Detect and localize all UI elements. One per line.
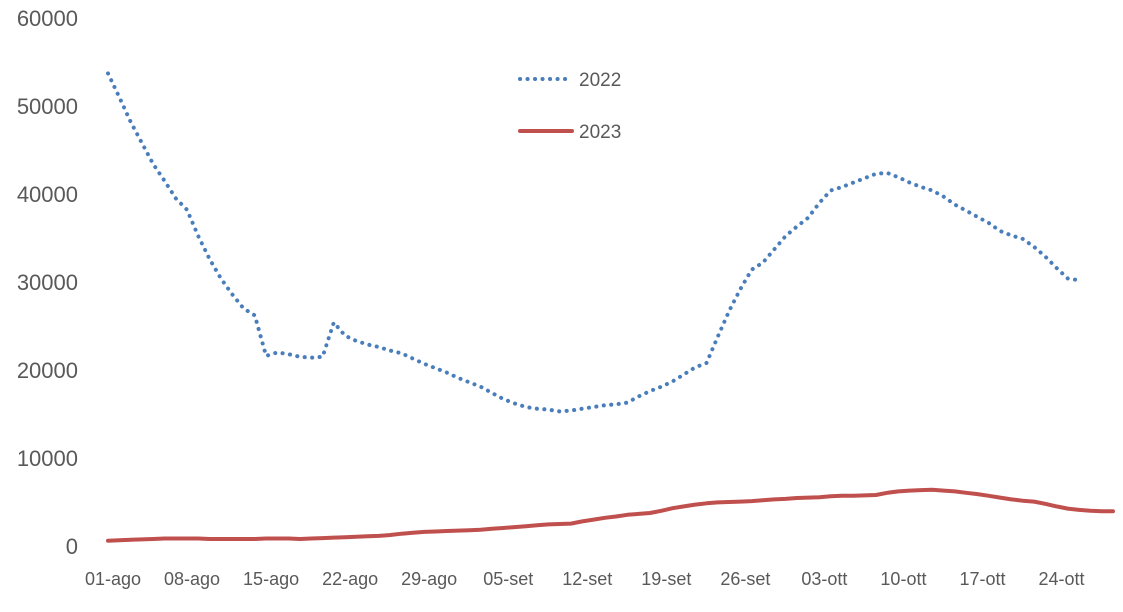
legend: 2022 2023 bbox=[518, 70, 621, 143]
y-tick-label: 50000 bbox=[17, 94, 78, 119]
x-tick-label: 24-ott bbox=[1039, 569, 1085, 589]
legend-item-2023: 2023 bbox=[518, 122, 621, 143]
legend-label: 2022 bbox=[579, 70, 621, 91]
x-tick-label: 17-ott bbox=[959, 569, 1005, 589]
series-line-2022 bbox=[106, 71, 1082, 414]
x-tick-label: 22-ago bbox=[322, 569, 378, 589]
x-tick-label: 08-ago bbox=[164, 569, 220, 589]
x-tick-label: 05-set bbox=[483, 569, 533, 589]
y-tick-label: 10000 bbox=[17, 446, 78, 471]
plot-area bbox=[106, 71, 1115, 543]
y-tick-label: 40000 bbox=[17, 182, 78, 207]
x-tick-label: 01-ago bbox=[85, 569, 141, 589]
y-tick-label: 0 bbox=[66, 534, 78, 559]
x-axis: 01-ago 08-ago 15-ago 22-ago 29-ago 05-set 12-s… bbox=[85, 569, 1085, 589]
y-tick-label: 60000 bbox=[17, 6, 78, 31]
y-tick-label: 30000 bbox=[17, 270, 78, 295]
x-tick-label: 19-set bbox=[641, 569, 691, 589]
y-axis: 0 10000 20000 30000 40000 50000 60000 bbox=[17, 6, 78, 559]
legend-label: 2023 bbox=[579, 122, 621, 143]
y-tick-label: 20000 bbox=[17, 358, 78, 383]
x-tick-label: 03-ott bbox=[801, 569, 847, 589]
x-tick-label: 15-ago bbox=[243, 569, 299, 589]
series-line-2023 bbox=[106, 487, 1115, 543]
x-tick-label: 26-set bbox=[720, 569, 770, 589]
x-tick-label: 29-ago bbox=[401, 569, 457, 589]
legend-item-2022: 2022 bbox=[518, 70, 621, 91]
x-tick-label: 12-set bbox=[562, 569, 612, 589]
x-tick-label: 10-ott bbox=[880, 569, 926, 589]
